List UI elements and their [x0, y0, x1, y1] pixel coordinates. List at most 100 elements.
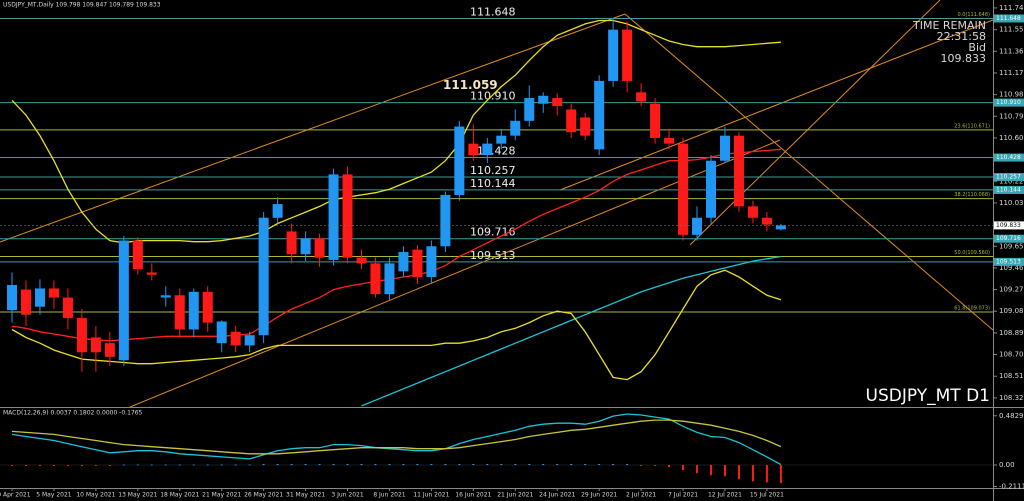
- histogram-bar: [430, 463, 433, 466]
- histogram-bar: [486, 463, 489, 466]
- candle-body: [230, 331, 241, 346]
- candle-body: [468, 143, 479, 156]
- candle-body: [719, 135, 730, 161]
- histogram-bar: [248, 464, 251, 466]
- y-tick-label: -0.2111: [999, 483, 1024, 491]
- bid-tag-label: 109.833: [996, 222, 1021, 229]
- histogram-bar: [514, 463, 517, 466]
- candle-body: [146, 272, 157, 275]
- y-tick-label: 0.4829: [999, 412, 1024, 420]
- histogram-bar: [178, 464, 181, 466]
- candle-body: [328, 174, 339, 260]
- y-tick-label: 109.080: [999, 307, 1024, 315]
- candle-body: [62, 297, 73, 319]
- y-tick-label: 111.550: [999, 26, 1024, 34]
- histogram-bar: [332, 463, 335, 466]
- histogram-bar: [737, 465, 740, 480]
- header: USDJPY_MT,Daily 109.798 109.847 109.789 …: [3, 2, 161, 9]
- level-tag: [994, 14, 1024, 23]
- y-tick-label: 111.740: [999, 4, 1024, 12]
- y-tick-label: 110.030: [999, 199, 1024, 207]
- x-tick-label: 7 Jul 2021: [668, 492, 698, 499]
- trendlines: [0, 0, 993, 407]
- histogram-bar: [570, 463, 573, 466]
- candle-body: [510, 120, 521, 136]
- trendline: [129, 139, 781, 407]
- x-tick-label: 30 Apr 2021: [0, 492, 31, 499]
- histogram-bar: [192, 464, 195, 466]
- y-tick-label: 108.510: [999, 372, 1024, 380]
- candle-body: [258, 217, 269, 336]
- candle-body: [34, 288, 45, 307]
- level-tag-label: 109.513: [996, 258, 1021, 265]
- candle-body: [664, 137, 675, 144]
- y-tick-label: 110.220: [999, 177, 1024, 185]
- candle-body: [566, 109, 577, 133]
- level-tag: [994, 173, 1024, 182]
- x-tick-label: 21 Jun 2021: [497, 492, 533, 499]
- x-tick-label: 18 May 2021: [160, 492, 199, 499]
- bid-tag: [994, 221, 1024, 230]
- histogram-bar: [94, 465, 97, 467]
- level-tag: [994, 98, 1024, 107]
- candle-body: [20, 289, 31, 315]
- histogram-bar: [164, 464, 167, 466]
- x-tick-label: 2 Jul 2021: [626, 492, 656, 499]
- histogram-bar: [626, 463, 629, 466]
- candle-body: [314, 238, 325, 258]
- symbol-label: USDJPY_MT D1: [866, 386, 990, 406]
- candle-body: [384, 263, 395, 295]
- y-tick-label: 110.790: [999, 112, 1024, 120]
- candle-body: [160, 295, 171, 298]
- histogram-bar: [290, 463, 293, 466]
- candle-body: [7, 285, 17, 311]
- candle-body: [678, 143, 689, 235]
- candle-body: [216, 321, 227, 344]
- histogram-bar: [779, 465, 782, 484]
- trendline: [559, 19, 993, 191]
- fib-label: 38.2(110.068): [954, 192, 990, 198]
- x-tick-label: 10 May 2021: [76, 492, 115, 499]
- x-tick-label: 3 Jun 2021: [331, 492, 363, 499]
- histogram-bar: [556, 463, 559, 466]
- level-label: 110.257: [470, 164, 516, 177]
- y-tick-label: 108.890: [999, 329, 1024, 337]
- x-tick-label: 16 Jun 2021: [455, 492, 491, 499]
- candle-body: [244, 335, 255, 346]
- macd-plot: [0, 413, 993, 484]
- level-tag-label: 110.257: [996, 174, 1021, 181]
- candle-body: [370, 263, 381, 295]
- y-tick-label: 109.270: [999, 286, 1024, 294]
- indicator-line: [361, 255, 782, 407]
- candle-body: [706, 160, 716, 218]
- fib-label: 0.0(111.648): [957, 12, 990, 18]
- x-tick-label: 26 May 2021: [244, 492, 283, 499]
- histogram-bar: [206, 464, 209, 466]
- histogram-bar: [472, 463, 475, 466]
- x-tick-label: 11 Jun 2021: [413, 492, 449, 499]
- histogram-bar: [765, 465, 768, 483]
- histogram-bar: [220, 464, 223, 466]
- trendline: [689, 0, 941, 246]
- trendline: [0, 13, 626, 243]
- y-tick-label: 0.00: [999, 461, 1015, 469]
- histogram-bar: [458, 463, 461, 466]
- trendline: [624, 13, 993, 331]
- candle-body: [608, 29, 619, 81]
- histogram-bar: [304, 463, 307, 466]
- histogram-bar: [612, 463, 615, 466]
- y-tick-label: 110.600: [999, 134, 1024, 142]
- main-plot: 0.0(111.648) 23.6(110.671) 38.2(110.068) 50…: [0, 5, 993, 407]
- histogram-bar: [668, 465, 671, 468]
- candle-body: [580, 117, 591, 136]
- level-tag-label: 109.716: [996, 235, 1021, 242]
- histogram-bar: [80, 465, 83, 467]
- y-tick-label: 110.980: [999, 91, 1024, 99]
- histogram-bar: [136, 464, 139, 466]
- level-label: 109.716: [470, 226, 516, 239]
- histogram-bar: [696, 465, 699, 474]
- histogram-bar: [388, 463, 391, 466]
- histogram-bar: [52, 465, 55, 467]
- x-tick-label: 21 May 2021: [202, 492, 241, 499]
- candle-body: [174, 295, 185, 330]
